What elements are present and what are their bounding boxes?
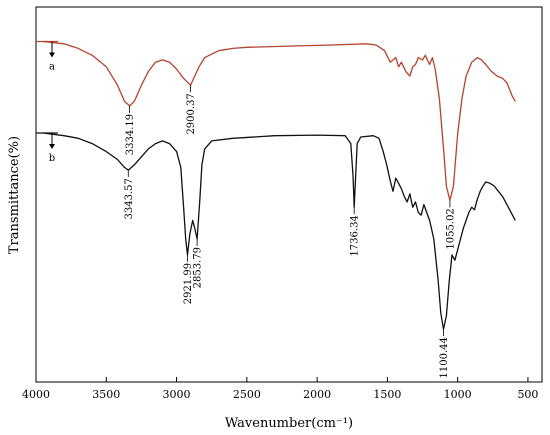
series-b-line (42, 132, 516, 330)
peak-label-1736.34: 1736.34 (350, 215, 361, 256)
x-axis-label: Wavenumber(cm⁻¹) (225, 416, 353, 431)
peak-label-1055.02: 1055.02 (445, 208, 456, 249)
peak-label-3334.19: 3334.19 (125, 114, 136, 155)
series-b-arrowhead (49, 144, 55, 149)
x-tick-label-3500: 3500 (92, 388, 120, 401)
spectra (42, 40, 516, 330)
series-markers: ab (36, 40, 58, 164)
peak-annotations: 3334.19 2900.37 1055.02 3343.57 2921.992853.… (124, 85, 456, 378)
series-a-line (42, 40, 516, 201)
peak-label-2853.79: 2853.79 (193, 247, 204, 288)
y-axis-label: Transmittance(%) (7, 136, 22, 254)
x-tick-label-1000: 1000 (444, 388, 472, 401)
x-axis: 4000 3500 3000 2500 2000 1500 1000 500 (22, 377, 538, 401)
series-b-label: b (49, 153, 55, 164)
x-tick-label-1500: 1500 (373, 388, 401, 401)
peak-label-3343.57: 3343.57 (124, 178, 135, 219)
x-tick-label-2000: 2000 (303, 388, 331, 401)
plot-frame (35, 6, 543, 383)
peak-label-2921.99: 2921.99 (183, 263, 194, 304)
series-a-arrowhead (49, 52, 55, 58)
peak-label-2900.37: 2900.37 (186, 93, 197, 134)
x-tick-label-3000: 3000 (163, 388, 191, 401)
series-a-label: a (49, 62, 55, 73)
peak-label-1100.44: 1100.44 (439, 337, 450, 378)
x-tick-label-4000: 4000 (22, 388, 50, 401)
x-tick-label-2500: 2500 (233, 388, 261, 401)
x-tick-label-500: 500 (517, 388, 538, 401)
